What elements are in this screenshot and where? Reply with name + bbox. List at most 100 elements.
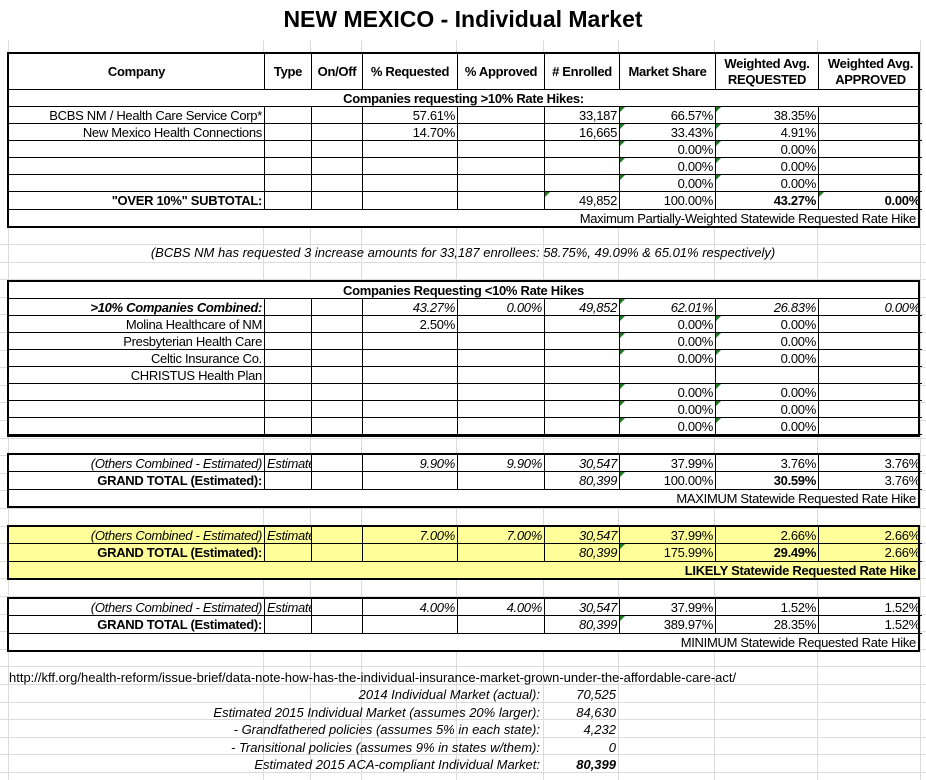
company-cell[interactable] bbox=[9, 401, 265, 418]
weighted-requested-cell[interactable]: 0.00% bbox=[716, 141, 819, 158]
market-share-cell[interactable]: 0.00% bbox=[620, 401, 716, 418]
market-share-cell[interactable]: 100.00% bbox=[620, 192, 716, 210]
type-cell[interactable] bbox=[265, 401, 312, 418]
on-off-cell[interactable] bbox=[312, 158, 363, 175]
market-share-cell[interactable]: 0.00% bbox=[620, 418, 716, 435]
on-off-cell[interactable] bbox=[312, 544, 363, 562]
header-company[interactable]: Company bbox=[9, 54, 265, 90]
company-cell[interactable]: GRAND TOTAL (Estimated): bbox=[9, 616, 265, 634]
weighted-approved-cell[interactable] bbox=[819, 333, 922, 350]
pct-requested-cell[interactable]: 9.90% bbox=[363, 455, 458, 472]
pct-requested-cell[interactable]: 57.61% bbox=[363, 107, 458, 124]
weighted-requested-cell[interactable]: 0.00% bbox=[716, 384, 819, 401]
market-share-cell[interactable]: 37.99% bbox=[620, 527, 716, 544]
enrolled-cell[interactable]: 30,547 bbox=[545, 527, 620, 544]
pct-approved-cell[interactable]: 0.00% bbox=[458, 299, 545, 316]
market-share-cell[interactable] bbox=[620, 367, 716, 384]
pct-requested-cell[interactable] bbox=[363, 616, 458, 634]
enrolled-cell[interactable]: 30,547 bbox=[545, 455, 620, 472]
type-cell[interactable] bbox=[265, 350, 312, 367]
pct-requested-cell[interactable] bbox=[363, 350, 458, 367]
weighted-requested-cell[interactable]: 4.91% bbox=[716, 124, 819, 141]
header-weighted-approved[interactable]: Weighted Avg. APPROVED bbox=[819, 54, 922, 90]
pct-approved-cell[interactable] bbox=[458, 350, 545, 367]
market-share-cell[interactable]: 0.00% bbox=[620, 384, 716, 401]
market-share-cell[interactable]: 0.00% bbox=[620, 350, 716, 367]
on-off-cell[interactable] bbox=[312, 472, 363, 490]
pct-approved-cell[interactable] bbox=[458, 367, 545, 384]
enrolled-cell[interactable] bbox=[545, 418, 620, 435]
pct-approved-cell[interactable] bbox=[458, 141, 545, 158]
header-pct-requested[interactable]: % Requested bbox=[363, 54, 458, 90]
on-off-cell[interactable] bbox=[312, 527, 363, 544]
enrolled-cell[interactable] bbox=[545, 350, 620, 367]
on-off-cell[interactable] bbox=[312, 333, 363, 350]
pct-requested-cell[interactable] bbox=[363, 384, 458, 401]
weighted-approved-cell[interactable] bbox=[819, 384, 922, 401]
type-cell[interactable] bbox=[265, 384, 312, 401]
market-share-cell[interactable]: 100.00% bbox=[620, 472, 716, 490]
weighted-approved-cell[interactable]: 2.66% bbox=[819, 527, 922, 544]
weighted-requested-cell[interactable]: 0.00% bbox=[716, 175, 819, 192]
pct-requested-cell[interactable]: 2.50% bbox=[363, 316, 458, 333]
weighted-approved-cell[interactable] bbox=[819, 141, 922, 158]
pct-approved-cell[interactable] bbox=[458, 418, 545, 435]
pct-requested-cell[interactable]: 4.00% bbox=[363, 599, 458, 616]
weighted-approved-cell[interactable] bbox=[819, 401, 922, 418]
enrolled-cell[interactable]: 49,852 bbox=[545, 192, 620, 210]
market-share-cell[interactable]: 37.99% bbox=[620, 599, 716, 616]
enrolled-cell[interactable] bbox=[545, 384, 620, 401]
company-cell[interactable]: "OVER 10%" SUBTOTAL: bbox=[9, 192, 265, 210]
company-cell[interactable]: Presbyterian Health Care bbox=[9, 333, 265, 350]
pct-approved-cell[interactable] bbox=[458, 333, 545, 350]
pct-requested-cell[interactable] bbox=[363, 472, 458, 490]
enrolled-cell[interactable]: 33,187 bbox=[545, 107, 620, 124]
header-type[interactable]: Type bbox=[265, 54, 312, 90]
weighted-approved-cell[interactable] bbox=[819, 367, 922, 384]
pct-requested-cell[interactable] bbox=[363, 175, 458, 192]
company-cell[interactable]: >10% Companies Combined: bbox=[9, 299, 265, 316]
source-url[interactable]: http://kff.org/health-reform/issue-brief… bbox=[9, 670, 737, 685]
header-pct-approved[interactable]: % Approved bbox=[458, 54, 545, 90]
on-off-cell[interactable] bbox=[312, 141, 363, 158]
weighted-requested-cell[interactable]: 0.00% bbox=[716, 158, 819, 175]
weighted-requested-cell[interactable]: 0.00% bbox=[716, 333, 819, 350]
pct-approved-cell[interactable]: 7.00% bbox=[458, 527, 545, 544]
weighted-approved-cell[interactable] bbox=[819, 350, 922, 367]
company-cell[interactable]: GRAND TOTAL (Estimated): bbox=[9, 544, 265, 562]
company-cell[interactable]: (Others Combined - Estimated) bbox=[9, 455, 265, 472]
on-off-cell[interactable] bbox=[312, 367, 363, 384]
type-cell[interactable] bbox=[265, 107, 312, 124]
company-cell[interactable]: (Others Combined - Estimated) bbox=[9, 599, 265, 616]
pct-approved-cell[interactable] bbox=[458, 401, 545, 418]
company-cell[interactable]: CHRISTUS Health Plan bbox=[9, 367, 265, 384]
weighted-approved-cell[interactable] bbox=[819, 418, 922, 435]
weighted-approved-cell[interactable] bbox=[819, 175, 922, 192]
pct-requested-cell[interactable] bbox=[363, 141, 458, 158]
on-off-cell[interactable] bbox=[312, 316, 363, 333]
type-cell[interactable]: Estimate >> bbox=[265, 527, 312, 544]
weighted-approved-cell[interactable]: 1.52% bbox=[819, 616, 922, 634]
on-off-cell[interactable] bbox=[312, 455, 363, 472]
company-cell[interactable]: GRAND TOTAL (Estimated): bbox=[9, 472, 265, 490]
pct-approved-cell[interactable] bbox=[458, 616, 545, 634]
pct-requested-cell[interactable] bbox=[363, 418, 458, 435]
pct-approved-cell[interactable] bbox=[458, 175, 545, 192]
on-off-cell[interactable] bbox=[312, 192, 363, 210]
enrolled-cell[interactable] bbox=[545, 158, 620, 175]
market-share-cell[interactable]: 33.43% bbox=[620, 124, 716, 141]
enrolled-cell[interactable]: 80,399 bbox=[545, 472, 620, 490]
weighted-requested-cell[interactable]: 3.76% bbox=[716, 455, 819, 472]
type-cell[interactable] bbox=[265, 367, 312, 384]
type-cell[interactable] bbox=[265, 316, 312, 333]
enrolled-cell[interactable] bbox=[545, 367, 620, 384]
type-cell[interactable] bbox=[265, 299, 312, 316]
header-enrolled[interactable]: # Enrolled bbox=[545, 54, 620, 90]
weighted-requested-cell[interactable]: 38.35% bbox=[716, 107, 819, 124]
pct-approved-cell[interactable]: 4.00% bbox=[458, 599, 545, 616]
pct-requested-cell[interactable]: 14.70% bbox=[363, 124, 458, 141]
company-cell[interactable] bbox=[9, 418, 265, 435]
weighted-requested-cell[interactable]: 28.35% bbox=[716, 616, 819, 634]
weighted-requested-cell[interactable]: 1.52% bbox=[716, 599, 819, 616]
market-share-cell[interactable]: 0.00% bbox=[620, 141, 716, 158]
